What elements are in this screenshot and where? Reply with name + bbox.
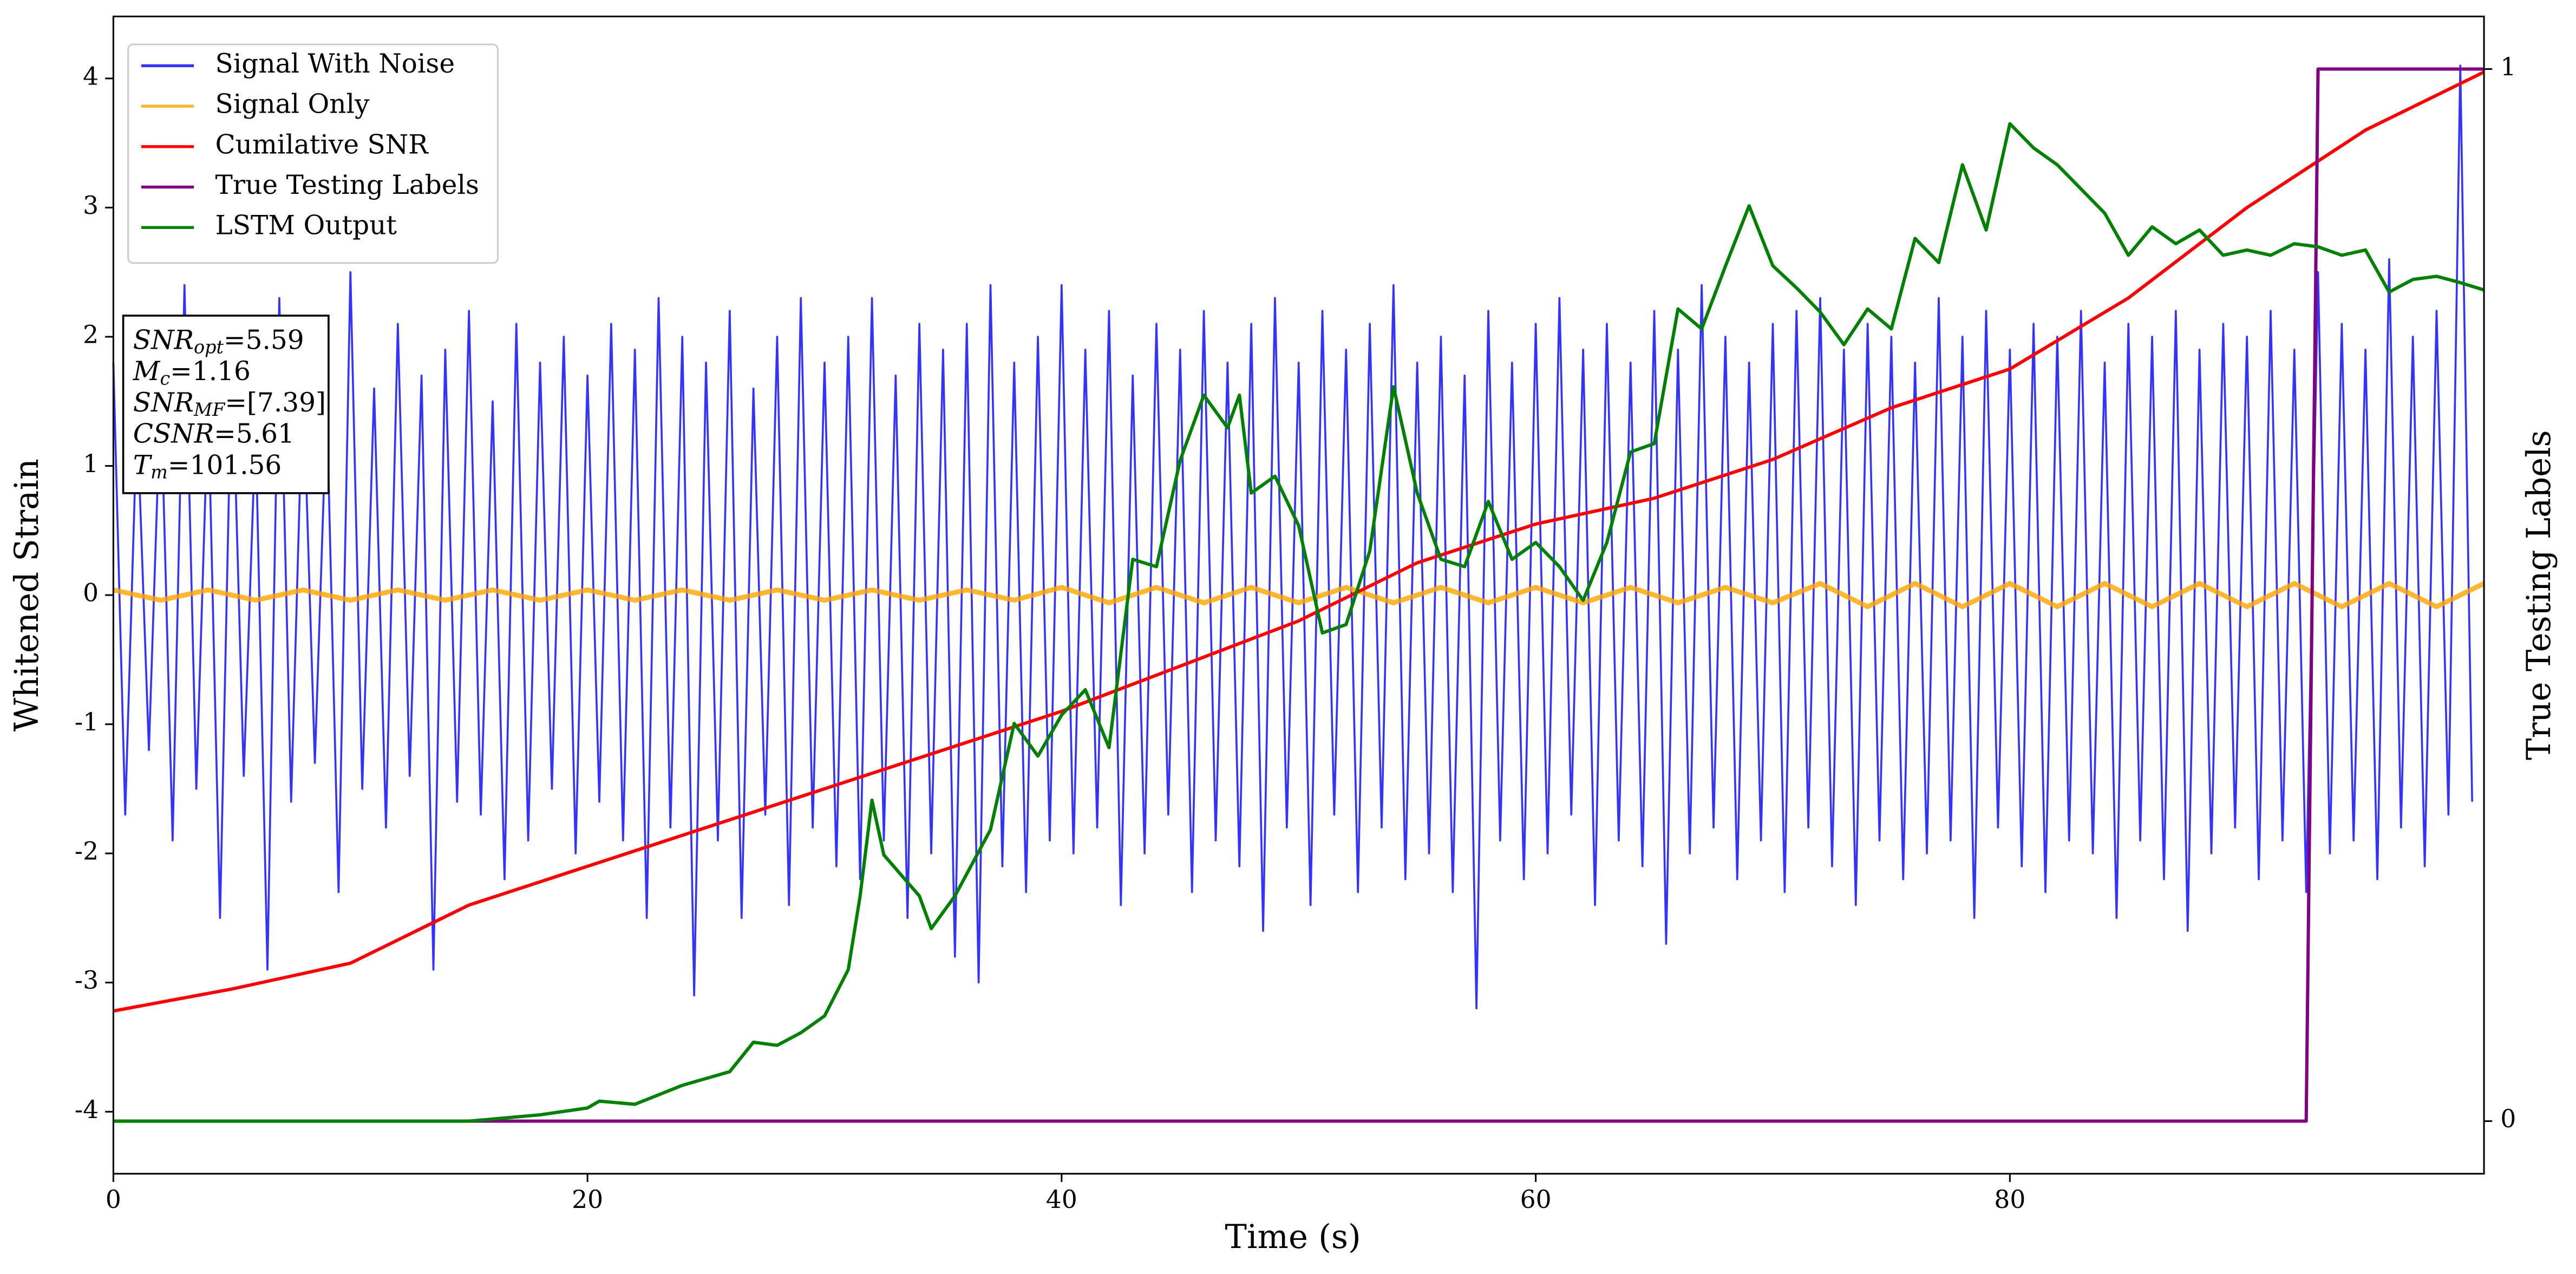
series-line bbox=[113, 70, 2485, 1013]
annotation-subscript: m bbox=[151, 461, 168, 482]
y-tick-label: -1 bbox=[75, 708, 99, 736]
legend-label: Signal With Noise bbox=[215, 49, 455, 79]
annotation-line: Tm=101.56 bbox=[133, 450, 282, 483]
legend-label: Cumilative SNR bbox=[215, 129, 429, 160]
annotation-subscript: c bbox=[160, 368, 170, 389]
annotation-symbol: T bbox=[133, 450, 153, 480]
series-line bbox=[113, 122, 2485, 1123]
series-line bbox=[113, 581, 2486, 610]
annotation-subscript: MF bbox=[193, 399, 226, 420]
legend-box bbox=[127, 43, 499, 264]
legend-label: LSTM Output bbox=[215, 211, 397, 241]
legend: Signal With Noise Signal Only Cumilative S… bbox=[127, 43, 499, 264]
annotation: SNRopt=5.59Mc=1.16SNRMF=[7.39]CSNR=5.61T… bbox=[122, 315, 330, 494]
annotation-value: =5.61 bbox=[214, 419, 295, 449]
annotation-value: =[7.39] bbox=[225, 387, 326, 417]
y-tick-label: -3 bbox=[75, 966, 99, 995]
series-line bbox=[112, 64, 2474, 1010]
annotation-value: =5.59 bbox=[224, 325, 304, 355]
annotation-box bbox=[122, 315, 330, 494]
legend-label: True Testing Labels bbox=[215, 170, 479, 200]
x-tick-label: 80 bbox=[1994, 1185, 2025, 1214]
annotation-symbol: SNR bbox=[133, 325, 194, 355]
y-tick-label: -2 bbox=[75, 837, 99, 866]
y-tick-label: 3 bbox=[83, 191, 99, 220]
annotation-symbol: M bbox=[133, 356, 161, 387]
x-tick-label: 60 bbox=[1520, 1185, 1552, 1214]
annotation-value: =101.56 bbox=[168, 450, 282, 480]
annotation-symbol: SNR bbox=[133, 387, 194, 417]
y2-axis-label: True Testing Labels bbox=[2520, 430, 2558, 760]
y2-tick-label: 0 bbox=[2500, 1105, 2516, 1133]
plot-area bbox=[112, 64, 2486, 1123]
annotation-line: SNRopt=5.59 bbox=[133, 325, 304, 358]
x-tick-label: 0 bbox=[106, 1185, 121, 1214]
y-tick-label: 0 bbox=[83, 579, 99, 607]
annotation-value: =1.16 bbox=[170, 356, 251, 387]
y-tick-label: -4 bbox=[75, 1095, 99, 1124]
legend-label: Signal Only bbox=[215, 89, 370, 120]
series-line bbox=[113, 67, 2485, 1123]
x-tick-label: 20 bbox=[572, 1185, 603, 1214]
annotation-line: CSNR=5.61 bbox=[133, 419, 295, 449]
y2-tick-label: 1 bbox=[2500, 53, 2516, 81]
y-tick-label: 4 bbox=[83, 62, 99, 90]
annotation-line: Mc=1.16 bbox=[133, 356, 251, 389]
y-tick-label: 2 bbox=[83, 320, 99, 349]
x-axis-label: Time (s) bbox=[1225, 1218, 1361, 1256]
annotation-symbol: CSNR bbox=[133, 419, 214, 449]
x-tick-label: 40 bbox=[1046, 1185, 1077, 1214]
annotation-line: SNRMF=[7.39] bbox=[133, 387, 326, 420]
y-tick-label: 1 bbox=[83, 449, 99, 478]
annotation-subscript: opt bbox=[194, 337, 224, 358]
y-axis-label: Whitened Strain bbox=[8, 459, 46, 731]
